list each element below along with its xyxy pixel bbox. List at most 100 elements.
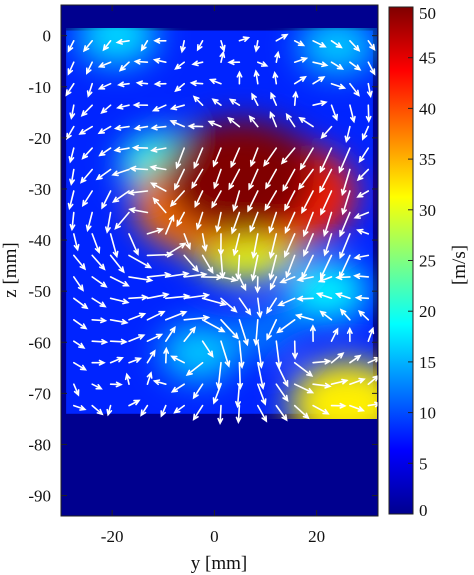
velocity-arrow	[275, 404, 288, 422]
velocity-arrow	[192, 404, 204, 421]
y-tick-label: -40	[28, 231, 51, 250]
y-tick-label: -90	[28, 487, 51, 506]
velocity-arrow	[293, 361, 314, 377]
velocity-arrow	[163, 346, 170, 364]
velocity-arrow	[109, 233, 119, 259]
velocity-arrow	[175, 147, 185, 170]
velocity-arrow	[367, 326, 375, 342]
velocity-arrow	[320, 125, 333, 140]
velocity-arrow	[264, 190, 278, 212]
velocity-arrow	[133, 58, 149, 65]
velocity-arrow	[201, 254, 214, 274]
y-tick-label: -30	[28, 180, 51, 199]
velocity-arrow	[187, 123, 204, 130]
velocity-arrow	[330, 327, 339, 342]
velocity-arrow	[128, 276, 154, 283]
velocity-arrow	[127, 189, 149, 196]
velocity-arrow	[128, 233, 139, 256]
velocity-arrow	[78, 125, 93, 135]
y-tick-label: -20	[28, 129, 51, 148]
velocity-arrow	[85, 211, 93, 233]
velocity-arrow	[367, 356, 378, 364]
colorbar-tick-label: 20	[419, 302, 436, 321]
velocity-arrow	[128, 334, 146, 342]
y-tick-label: 0	[43, 27, 52, 46]
velocity-arrow	[165, 325, 176, 342]
velocity-arrow	[113, 146, 130, 153]
velocity-arrow	[132, 102, 149, 108]
velocity-arrow	[349, 82, 360, 97]
velocity-arrow	[292, 340, 298, 360]
velocity-arrow	[344, 125, 351, 143]
velocity-arrow	[361, 125, 370, 141]
velocity-arrow	[173, 404, 185, 414]
velocity-arrow	[81, 147, 93, 160]
velocity-arrow	[165, 214, 175, 235]
velocity-arrow	[319, 168, 333, 194]
velocity-arrow	[165, 242, 187, 257]
y-tick-label: -10	[28, 78, 51, 97]
velocity-arrow	[98, 147, 112, 157]
velocity-arrow	[251, 233, 259, 259]
velocity-arrow	[91, 383, 103, 390]
velocity-arrow	[235, 254, 242, 281]
velocity-arrow	[165, 310, 188, 321]
velocity-arrow	[330, 104, 338, 122]
velocity-arrow	[97, 82, 112, 90]
velocity-arrow	[109, 276, 130, 287]
y-tick-label: -60	[28, 333, 51, 352]
velocity-arrow	[69, 104, 76, 120]
colorbar-ticks: 0 5 10 15 20 25 30 35 40 45 50	[408, 4, 436, 520]
velocity-arrow	[192, 383, 204, 400]
velocity-arrow	[91, 233, 101, 255]
velocity-arrow	[283, 233, 296, 258]
velocity-arrow	[152, 379, 167, 386]
velocity-arrow	[320, 190, 333, 216]
velocity-arrow	[201, 233, 208, 253]
velocity-arrow	[349, 104, 356, 124]
velocity-arrow	[191, 168, 204, 189]
velocity-arrow	[133, 124, 149, 131]
velocity-arrow	[312, 358, 332, 365]
colorbar-tick-label: 45	[419, 49, 436, 68]
plot-area	[60, 4, 379, 517]
velocity-arrow	[293, 75, 307, 85]
x-tick-label: 20	[308, 527, 325, 546]
velocity-arrow	[102, 40, 112, 52]
velocity-arrow	[73, 276, 84, 292]
velocity-arrow	[192, 95, 204, 106]
velocity-arrow	[201, 297, 228, 307]
colorbar-tick-label: 15	[419, 353, 436, 372]
velocity-arrow	[146, 333, 164, 342]
velocity-arrow	[296, 295, 314, 302]
velocity-arrow	[211, 98, 222, 106]
velocity-arrow	[207, 120, 222, 128]
velocity-arrow	[254, 276, 261, 294]
velocity-arrow	[196, 40, 204, 52]
velocity-arrow	[323, 233, 333, 257]
x-tick-label: 0	[210, 527, 219, 546]
velocity-arrow	[269, 276, 278, 291]
velocity-arrow	[298, 168, 314, 191]
velocity-arrow	[140, 404, 149, 417]
velocity-arrow	[312, 61, 329, 68]
velocity-arrow	[366, 82, 373, 99]
velocity-arrow	[301, 190, 314, 215]
velocity-arrow	[176, 211, 185, 228]
velocity-arrow	[170, 355, 185, 364]
velocity-arrow	[353, 273, 370, 280]
colorbar-tick-label: 5	[419, 454, 428, 473]
velocity-arrow	[128, 357, 143, 364]
velocity-arrow	[152, 57, 167, 64]
velocity-arrow	[238, 276, 247, 292]
velocity-arrow	[183, 292, 211, 300]
velocity-arrow	[235, 404, 242, 424]
velocity-arrow	[73, 233, 80, 252]
velocity-arrow	[212, 383, 222, 405]
velocity-arrow	[330, 61, 345, 70]
velocity-arrow	[349, 40, 361, 52]
velocity-arrow	[265, 168, 278, 190]
colorbar-tick-label: 25	[419, 252, 436, 271]
velocity-arrow	[339, 308, 351, 321]
y-axis: 0 -10 -20 -30 -40 -50 -60 -70 -80 -90	[28, 27, 378, 506]
